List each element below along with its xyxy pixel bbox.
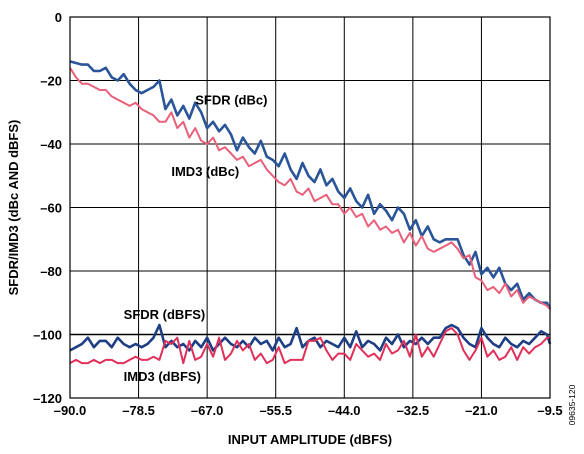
series-annotation: SFDR (dBFS) <box>124 307 206 322</box>
series-line-imd3-dbfs <box>69 327 550 365</box>
x-tick-label: –32.5 <box>397 403 430 418</box>
plot-frame <box>69 16 551 399</box>
series-layer <box>69 60 552 365</box>
series-annotations: SFDR (dBc) IMD3 (dBc) SFDR (dBFS) IMD3 (dBF… <box>124 93 268 384</box>
y-tick-label: 0 <box>55 10 62 25</box>
series-annotation: SFDR (dBc) <box>195 93 267 108</box>
x-tick-label: –55.5 <box>259 403 292 418</box>
y-tick-label: –80 <box>40 264 62 279</box>
series-line-imd3-dbc <box>69 67 551 310</box>
x-tick-label: –9.5 <box>537 403 562 418</box>
series-line-sfdr-dbfs <box>69 323 552 352</box>
y-axis-title: SFDR/IMD3 (dBc AND dBFS) <box>6 120 21 296</box>
x-tick-label: –21.0 <box>465 403 498 418</box>
x-axis-title: INPUT AMPLITUDE (dBFS) <box>228 432 392 447</box>
x-tick-label: –78.5 <box>122 403 155 418</box>
x-tick-label: –67.0 <box>191 403 224 418</box>
y-tick-label: –120 <box>33 391 62 406</box>
figure-id: 09635-120 <box>567 384 577 425</box>
x-tick-labels: –90.0 –78.5 –67.0 –55.5 –44.0 –32.5 –21.0 –9.5 <box>54 403 563 418</box>
y-tick-label: –60 <box>40 201 62 216</box>
series-line-sfdr-dbc <box>69 60 552 310</box>
y-tick-label: –20 <box>40 74 62 89</box>
x-tick-label: –90.0 <box>54 403 87 418</box>
y-tick-label: –100 <box>33 328 62 343</box>
x-tick-label: –44.0 <box>328 403 361 418</box>
series-annotation: IMD3 (dBFS) <box>124 369 201 384</box>
series-annotation: IMD3 (dBc) <box>171 164 239 179</box>
y-tick-label: –40 <box>40 137 62 152</box>
y-tick-labels: 0 –20 –40 –60 –80 –100 –120 <box>33 10 62 406</box>
